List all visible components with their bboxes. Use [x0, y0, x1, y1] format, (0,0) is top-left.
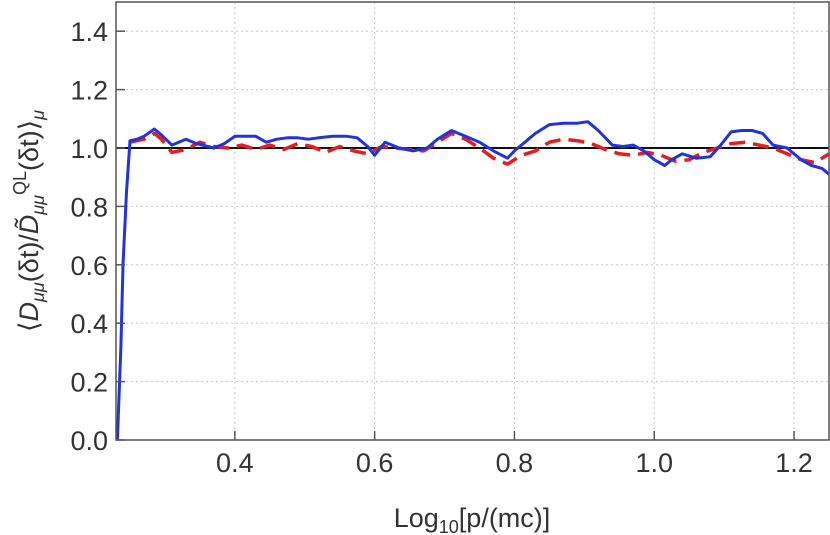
x-axis-title: Log10[p/(mc)]	[394, 503, 551, 535]
x-tick-label: 0.8	[496, 448, 534, 478]
y-tick-label: 0.6	[70, 251, 108, 281]
series-group	[115, 120, 830, 441]
y-tick-label: 0.4	[70, 309, 108, 339]
x-axis-ticks: 0.4 0.6 0.8 1.0 1.2	[216, 431, 813, 478]
y-tick-label: 1.4	[70, 17, 108, 47]
y-axis-title: ⟨Dμμ(δt)/D̃μμQL(δt)⟩μ	[10, 110, 48, 332]
x-tick-label: 0.6	[356, 448, 394, 478]
y-tick-label: 1.2	[70, 76, 108, 106]
series-line-2	[129, 131, 830, 166]
x-tick-label: 0.4	[216, 448, 254, 478]
plot-frame	[115, 1, 830, 441]
series-line-1	[115, 120, 830, 441]
y-tick-label: 0.2	[70, 368, 108, 398]
y-tick-label: 0.0	[70, 426, 108, 456]
y-tick-label: 0.8	[70, 192, 108, 222]
y-axis-ticks: 0.0 0.2 0.4 0.6 0.8 1.0 1.2 1.4	[70, 17, 125, 456]
y-tick-label: 1.0	[70, 134, 108, 164]
grid-lines	[116, 2, 829, 441]
x-tick-label: 1.0	[635, 448, 673, 478]
x-tick-label: 1.2	[775, 448, 813, 478]
